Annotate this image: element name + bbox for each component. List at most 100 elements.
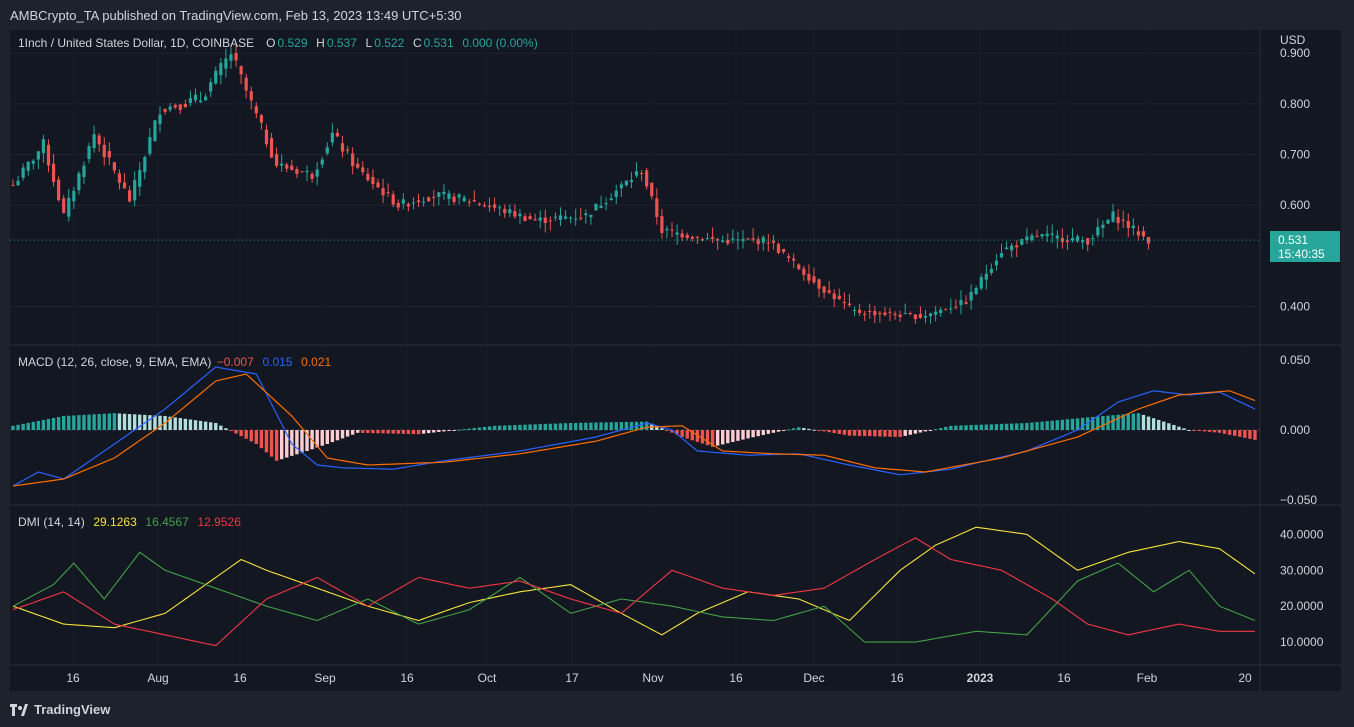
macd-tick-label: −0.050 <box>1280 493 1317 507</box>
macd-histogram-bar <box>148 415 152 430</box>
candle-body <box>771 240 776 243</box>
axes: 0.900 0.800 0.700 0.600 0.400 USD 0.050 0.000 −0… <box>66 33 1323 685</box>
candle-body <box>903 312 907 314</box>
candle-body <box>574 218 578 220</box>
candle-body <box>209 82 213 92</box>
candle-body <box>503 208 507 214</box>
candle-body <box>812 276 816 283</box>
price-tick-label: 0.700 <box>1280 148 1310 162</box>
candle-body <box>411 202 416 204</box>
candle-body <box>422 201 426 203</box>
macd-histogram-bar <box>396 430 400 434</box>
time-tick-label: 16 <box>400 671 414 685</box>
macd-histogram-bar <box>847 430 852 436</box>
candle-body <box>873 310 877 316</box>
close-value: 0.531 <box>423 36 454 50</box>
candle-body <box>51 163 56 183</box>
macd-histogram-bar <box>726 430 730 444</box>
candle-body <box>584 213 588 216</box>
macd-histogram-bar <box>558 423 563 430</box>
macd-histogram-bar <box>918 430 923 433</box>
candle-body <box>1075 236 1080 242</box>
candle-body <box>802 268 806 275</box>
candle-body <box>325 147 329 154</box>
candle-body <box>16 180 20 186</box>
candle-body <box>335 132 340 137</box>
time-tick-label: 16 <box>729 671 743 685</box>
candle-body <box>553 216 558 218</box>
macd-histogram-bar <box>751 430 755 438</box>
chart-canvas[interactable]: 0.900 0.800 0.700 0.600 0.400 USD 0.050 0.000 −0… <box>10 30 1341 691</box>
candle-body <box>695 236 699 238</box>
macd-histogram-bar <box>690 430 694 441</box>
macd-histogram-bar <box>214 423 218 430</box>
candle-body <box>928 313 933 317</box>
candle-body <box>680 233 684 238</box>
candle-body <box>781 248 786 252</box>
candle-body <box>604 203 608 205</box>
candle-body <box>883 312 887 316</box>
macd-histogram-bar <box>868 430 872 437</box>
symbol-label[interactable]: 1Inch / United States Dollar, 1D, COINBA… <box>18 36 255 50</box>
macd-histogram-bar <box>1197 430 1201 431</box>
candle-body <box>72 190 76 202</box>
candle-body <box>1121 219 1125 221</box>
macd-histogram-bar <box>933 429 938 431</box>
macd-histogram-bar <box>715 430 720 446</box>
macd-histogram-bar <box>1182 428 1186 430</box>
candle-body <box>1086 238 1090 245</box>
chart-area[interactable]: 0.900 0.800 0.700 0.600 0.400 USD 0.050 0.000 −0… <box>10 30 1341 691</box>
candle-body <box>178 104 182 110</box>
candle-body <box>77 173 81 191</box>
candle-body <box>219 63 223 76</box>
tradingview-brand[interactable]: TradingView <box>10 702 110 717</box>
candle-body <box>1015 245 1019 248</box>
candle-body <box>609 198 613 201</box>
candle-body <box>857 309 862 313</box>
macd-histogram-bar <box>665 430 669 431</box>
candle-body <box>381 188 385 196</box>
candle-body <box>989 268 993 273</box>
candle-body <box>1020 239 1024 245</box>
candle-body <box>558 215 563 221</box>
candle-body <box>716 239 720 241</box>
macd-histogram-bar <box>579 422 583 430</box>
macd-histogram-bar <box>203 421 208 430</box>
candle-body <box>1131 225 1135 229</box>
macd-histogram-bar <box>908 430 912 435</box>
candle-body <box>726 239 730 244</box>
di-plus-value: 16.4567 <box>145 515 189 529</box>
macd-histogram-bar <box>503 425 507 430</box>
macd-histogram-bar <box>305 430 309 451</box>
candle-body <box>310 173 314 179</box>
candle-body <box>508 209 512 214</box>
candle-body <box>589 214 593 218</box>
candle-body <box>1091 237 1095 239</box>
di-minus-value: 12.9526 <box>197 515 241 529</box>
candle-body <box>999 253 1004 258</box>
candle-body <box>660 216 664 233</box>
macd-histogram-bar <box>112 413 117 430</box>
macd-histogram-bar <box>1222 430 1227 434</box>
macd-histogram-bar <box>1227 430 1232 435</box>
candle-body <box>878 312 882 315</box>
candle-body <box>447 193 451 199</box>
macd-histogram-bar <box>386 430 390 434</box>
candle-body <box>650 182 654 197</box>
candle-body <box>259 115 263 123</box>
candle-body <box>852 310 857 312</box>
candle-body <box>315 169 319 177</box>
candle-body <box>1111 211 1115 222</box>
candle-body <box>563 216 568 219</box>
macd-histogram-bar <box>350 430 355 435</box>
macd-label[interactable]: MACD (12, 26, close, 9, EMA, EMA) <box>18 355 212 369</box>
dmi-label[interactable]: DMI (14, 14) <box>18 515 85 529</box>
low-value: 0.522 <box>374 36 405 50</box>
macd-histogram-bar <box>482 426 487 430</box>
macd-histogram-bar <box>279 430 284 460</box>
brand-label: TradingView <box>34 702 111 717</box>
macd-histogram-bar <box>1156 419 1161 430</box>
macd-histogram-bar <box>183 418 188 430</box>
dmi-legend: DMI (14, 14) 29.1263 16.4567 12.9526 <box>18 515 243 529</box>
change-value: 0.000 (0.00%) <box>462 36 538 50</box>
